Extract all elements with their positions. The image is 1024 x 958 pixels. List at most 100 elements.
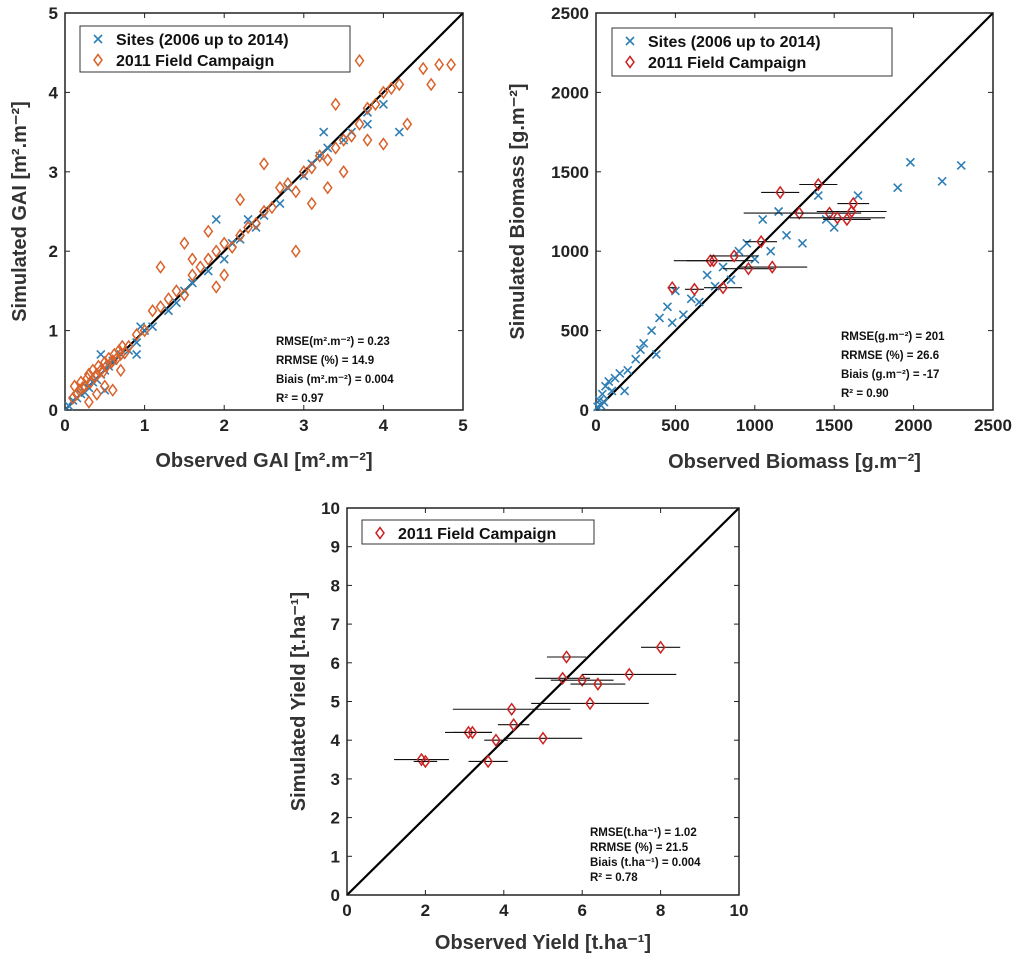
data-point-x bbox=[323, 143, 333, 153]
data-point-x bbox=[607, 386, 617, 396]
data-point-diamond bbox=[846, 204, 857, 219]
data-point-diamond bbox=[115, 347, 126, 362]
data-point-x bbox=[219, 254, 229, 264]
data-point-diamond bbox=[561, 650, 572, 664]
stats-text: RMSE(t.ha⁻¹) = 1.02 bbox=[590, 827, 697, 839]
legend-label: Sites (2006 up to 2014) bbox=[116, 32, 289, 49]
data-point-diamond bbox=[506, 702, 517, 717]
data-point-diamond bbox=[219, 236, 230, 251]
data-point-x bbox=[275, 198, 285, 209]
one-to-one-line bbox=[346, 507, 740, 896]
data-point-x bbox=[639, 338, 649, 348]
data-point-x bbox=[853, 191, 863, 201]
data-point-diamond bbox=[338, 165, 349, 179]
data-point-diamond bbox=[259, 204, 269, 219]
data-point-x bbox=[211, 214, 221, 225]
stats-text: RMSE(g.m⁻²) = 201 bbox=[841, 331, 945, 343]
data-point-diamond bbox=[235, 228, 246, 243]
data-point-diamond bbox=[426, 77, 437, 92]
data-point-diamond bbox=[813, 177, 824, 192]
data-point-diamond bbox=[354, 117, 365, 131]
data-point-x bbox=[797, 238, 808, 248]
data-point-x bbox=[905, 157, 915, 167]
chart-2: 0 500 1000 1500 2000 2500 0 500 1000 1500 2000 2500… bbox=[507, 4, 1012, 473]
series-x bbox=[593, 157, 966, 412]
y-tick-label: 2000 bbox=[551, 83, 589, 102]
data-point-x bbox=[710, 281, 720, 291]
chart-1: 0 1 2 3 4 5 0 1 2 3 4 5 Observed GAI [m².m⁻²] Simulat… bbox=[9, 4, 468, 472]
legend-label: 2011 Field Campaign bbox=[648, 55, 806, 72]
data-point-diamond bbox=[767, 260, 778, 274]
data-point-diamond bbox=[338, 133, 349, 147]
data-point-x bbox=[686, 294, 696, 304]
x-tick-label: 1 bbox=[140, 416, 149, 435]
data-point-diamond bbox=[147, 303, 158, 318]
legend-marker-diamond bbox=[93, 53, 103, 67]
data-point-diamond bbox=[99, 379, 110, 393]
stats-text: RRMSE (%) = 14.9 bbox=[276, 355, 374, 367]
data-point-diamond bbox=[362, 133, 373, 147]
data-point-x bbox=[654, 313, 665, 323]
data-point-diamond bbox=[508, 717, 519, 732]
data-point-diamond bbox=[267, 200, 277, 215]
data-point-diamond bbox=[179, 288, 190, 302]
data-point-diamond bbox=[77, 380, 88, 395]
data-point-x bbox=[726, 275, 736, 285]
data-point-diamond bbox=[83, 395, 94, 409]
data-point-x bbox=[604, 376, 614, 386]
data-point-diamond bbox=[99, 355, 110, 370]
data-point-x bbox=[678, 310, 688, 320]
data-point-diamond bbox=[718, 280, 728, 295]
stats-text: Biais (g.m⁻²) = -17 bbox=[841, 369, 939, 381]
stats-text: Biais (m².m⁻²) = 0.004 bbox=[276, 374, 394, 386]
data-point-diamond bbox=[577, 673, 588, 687]
y-tick-label: 5 bbox=[331, 693, 340, 712]
data-point-x bbox=[667, 318, 677, 328]
data-point-diamond bbox=[306, 196, 317, 211]
legend-marker-diamond bbox=[625, 55, 635, 69]
data-point-x bbox=[635, 345, 646, 355]
data-point-x bbox=[956, 160, 966, 171]
data-point-diamond bbox=[689, 282, 700, 297]
data-point-diamond bbox=[756, 234, 767, 249]
x-tick-label: 0 bbox=[342, 901, 351, 920]
data-point-diamond bbox=[557, 671, 568, 686]
stats-text: R² = 0.90 bbox=[841, 388, 889, 400]
data-point-diamond bbox=[163, 292, 174, 306]
data-point-x bbox=[163, 306, 174, 316]
x-tick-label: 4 bbox=[499, 901, 509, 920]
y-tick-label: 6 bbox=[331, 654, 340, 673]
data-point-x bbox=[758, 214, 768, 225]
data-point-diamond bbox=[211, 244, 222, 258]
data-point-diamond bbox=[330, 141, 341, 155]
data-point-x bbox=[781, 230, 792, 240]
data-point-diamond bbox=[243, 220, 254, 235]
data-point-diamond bbox=[491, 733, 501, 747]
data-point-x bbox=[203, 266, 213, 276]
data-point-diamond bbox=[794, 206, 805, 220]
data-point-diamond bbox=[378, 137, 389, 151]
legend-label: 2011 Field Campaign bbox=[116, 53, 274, 70]
data-point-x bbox=[774, 206, 784, 217]
data-point-x bbox=[319, 127, 329, 137]
data-point-x bbox=[243, 214, 253, 225]
data-point-diamond bbox=[282, 176, 293, 191]
y-axis-label: Simulated Yield [t.ha⁻¹] bbox=[288, 592, 310, 811]
y-tick-label: 2 bbox=[331, 809, 340, 828]
data-point-diamond bbox=[117, 339, 128, 354]
data-point-x bbox=[718, 262, 728, 272]
data-point-x bbox=[893, 183, 903, 193]
data-point-x bbox=[620, 386, 630, 396]
data-point-diamond bbox=[91, 387, 102, 401]
data-point-x bbox=[394, 127, 404, 137]
y-tick-label: 4 bbox=[331, 731, 341, 750]
x-axis-label: Observed Yield [t.ha⁻¹] bbox=[435, 932, 651, 954]
data-point-diamond bbox=[592, 677, 603, 691]
data-point-x bbox=[132, 337, 142, 348]
data-point-diamond bbox=[705, 253, 716, 268]
data-point-x bbox=[615, 368, 625, 379]
data-point-x bbox=[362, 119, 373, 129]
data-point-x bbox=[702, 270, 712, 280]
data-point-diamond bbox=[483, 754, 494, 769]
